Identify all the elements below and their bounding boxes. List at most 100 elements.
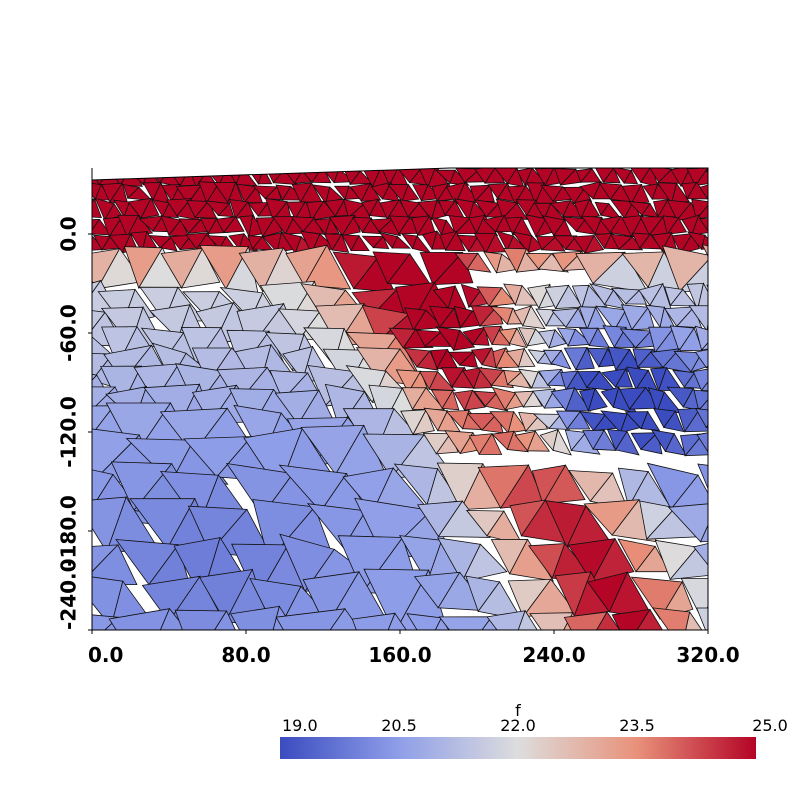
mesh-cell (738, 388, 759, 413)
mesh-cell (411, 235, 432, 254)
x-tick-label: 240.0 (522, 643, 585, 667)
mesh-cell (401, 183, 420, 202)
mesh-cell (743, 370, 762, 389)
colorbar-gradient (280, 737, 756, 759)
mesh-cell (732, 583, 782, 619)
mesh-cell (463, 389, 486, 411)
mesh-cell (108, 608, 171, 630)
mesh-cell (386, 253, 433, 287)
x-tick-label: 80.0 (221, 643, 270, 667)
mesh-cell (579, 168, 602, 183)
y-tick-label: -180.0 (57, 495, 81, 567)
mesh-cell (527, 234, 545, 253)
mesh-cell (748, 326, 775, 351)
mesh-cell (119, 168, 143, 187)
mesh-cell (711, 219, 724, 236)
mesh-cell (126, 186, 153, 202)
mesh-cell (740, 201, 755, 219)
mesh-cell (92, 198, 102, 219)
mesh-cell (729, 217, 743, 234)
mesh-cell (738, 538, 776, 580)
colorbar-tick-label: 22.0 (500, 716, 536, 735)
mesh-cell (508, 327, 528, 349)
mesh-cell (694, 168, 708, 187)
y-tick-label: -120.0 (57, 396, 81, 468)
mesh-cell (626, 608, 675, 630)
mesh-cell (92, 611, 120, 630)
mesh-cell (664, 432, 687, 456)
mesh-cell (230, 605, 280, 630)
mesh-cell (350, 234, 370, 252)
mesh-cell (514, 284, 540, 306)
mesh-cell (753, 538, 797, 581)
mesh-cell (706, 304, 708, 332)
mesh-cell (729, 410, 756, 431)
mesh-cell (666, 217, 688, 235)
mesh-cell (488, 287, 517, 307)
y-tick-label: -60.0 (57, 304, 81, 362)
mesh-cell (759, 463, 798, 508)
mesh-cell (737, 430, 755, 455)
mesh-cell (472, 326, 490, 346)
mesh-cell (764, 612, 800, 652)
mesh-cell (442, 651, 489, 687)
mesh-cell (715, 235, 735, 252)
mesh-cell (717, 469, 757, 511)
mesh-cell (257, 168, 273, 185)
mesh-cell (461, 543, 508, 583)
mesh-cell (588, 327, 611, 349)
mesh-cell (92, 197, 96, 218)
mesh-cell (718, 535, 757, 577)
mesh-cell (734, 232, 759, 251)
x-tick-label: 320.0 (676, 643, 739, 667)
mesh-cell (720, 346, 743, 370)
colorbar-tick-label: 20.5 (381, 716, 417, 735)
mesh-cell (550, 349, 572, 370)
mesh-cell (710, 182, 725, 203)
mesh-cell (275, 608, 346, 630)
mesh-cell (738, 185, 756, 202)
mesh-cell (372, 235, 390, 250)
mesh-cell (391, 236, 411, 249)
colorbar-tick-label: 19.0 (282, 716, 318, 735)
mesh-cell (712, 307, 734, 328)
mesh-cell (730, 388, 753, 413)
mesh-cell (466, 252, 492, 273)
mesh-cell (485, 232, 506, 254)
mesh-cell (736, 167, 757, 186)
mesh-cell (349, 170, 373, 185)
mesh-field (64, 165, 800, 706)
mesh-cell (754, 414, 778, 434)
mesh-cell (641, 202, 659, 218)
mesh-cell (736, 326, 765, 348)
mesh-cell (680, 578, 708, 621)
mesh-cell (92, 168, 95, 188)
mesh-cell (584, 234, 605, 254)
mesh-cell (614, 430, 640, 456)
mesh-cell (92, 218, 112, 236)
mesh-cell (735, 346, 754, 372)
mesh-cell (167, 645, 229, 706)
mesh-cell (64, 165, 80, 183)
mesh-cell (705, 410, 708, 431)
mesh-cell (692, 366, 708, 392)
mesh-cell (610, 654, 661, 686)
mesh-cell (65, 182, 79, 200)
mesh-cell (721, 409, 741, 430)
mesh-cell (458, 351, 479, 368)
mesh-cell (140, 197, 160, 219)
mesh-cell (710, 200, 725, 216)
mesh-cell (331, 233, 350, 253)
mesh-cell (563, 611, 608, 630)
mesh-cell (752, 309, 769, 327)
mesh-cell (711, 388, 739, 413)
x-tick-labels: 0.0 80.0 160.0 240.0 320.0 (88, 630, 740, 667)
mesh-cell (729, 167, 747, 186)
mesh-cell (745, 185, 769, 202)
mesh-cell (222, 215, 245, 233)
mesh-cell (735, 215, 759, 237)
mesh-cell (566, 410, 591, 430)
mesh-cell (194, 200, 218, 219)
mesh-cell (758, 350, 782, 372)
